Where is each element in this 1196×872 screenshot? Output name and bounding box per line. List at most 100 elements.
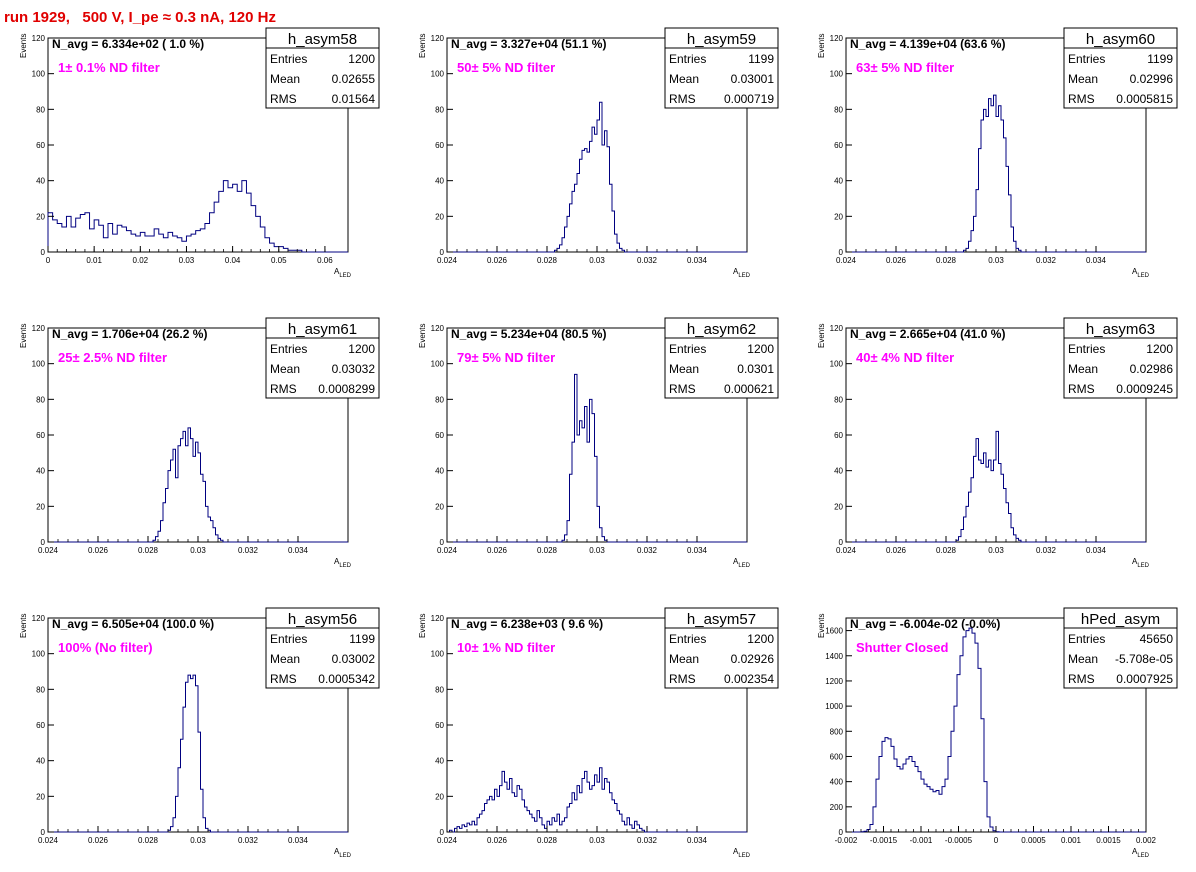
y-tick-label: 100 [431,70,445,79]
stats-key: Mean [1068,72,1098,86]
stats-value: 1200 [348,342,375,356]
stats-box [265,607,380,689]
stats-key: Entries [1068,52,1105,66]
stats-value: 1199 [748,52,774,66]
x-axis-label: ALED [1132,847,1150,859]
x-tick-label: 0.024 [836,256,857,265]
stats-value: 0.02986 [1130,362,1174,376]
stats-key: RMS [669,672,696,686]
stats-value: 0.02996 [1130,72,1174,86]
y-tick-label: 100 [431,360,445,369]
x-tick-label: 0.026 [88,836,109,845]
y-tick-label: 20 [435,502,444,511]
y-axis-label: Events [19,614,28,638]
y-tick-label: 100 [32,360,46,369]
histogram-name: h_asym59 [687,31,756,48]
x-tick-label: 0.032 [637,256,658,265]
y-tick-label: 0 [839,828,844,837]
navg-label: N_avg = 6.505e+04 (100.0 %) [52,617,214,631]
histogram-line [846,430,1146,543]
stats-value: 1199 [349,632,375,646]
histogram-name: h_asym63 [1086,321,1155,338]
x-axis-label: ALED [1132,557,1150,569]
stats-value: -5.708e-05 [1115,652,1173,666]
x-tick-label: 0.034 [687,256,708,265]
y-tick-label: 120 [830,324,844,333]
y-tick-label: 0 [839,538,844,547]
navg-label: N_avg = 1.706e+04 (26.2 %) [52,327,207,341]
y-tick-label: 40 [435,467,444,476]
x-tick-label: 0.028 [537,836,558,845]
y-tick-label: 40 [834,467,843,476]
stats-key: RMS [270,382,297,396]
x-axis-label-sub: LED [339,853,351,859]
x-tick-label: 0.034 [1086,546,1107,555]
histogram-name: h_asym60 [1086,31,1155,48]
x-tick-label: 0.034 [687,836,708,845]
histogram-line [447,373,747,543]
x-axis-label-sub: LED [1137,563,1149,569]
x-tick-label: 0.0005 [1021,836,1046,845]
x-tick-label: 0 [46,256,51,265]
histogram-name: hPed_asym [1081,611,1160,628]
stats-value: 0.0005815 [1116,92,1173,106]
filter-annotation: 79± 5% ND filter [457,350,555,365]
stats-value: 0.0005342 [318,672,375,686]
x-tick-label: 0.032 [1036,256,1057,265]
x-tick-label: 0.001 [1061,836,1082,845]
y-tick-label: 120 [431,614,445,623]
x-axis-label: ALED [334,267,352,279]
run-title: run 1929, 500 V, I_pe ≈ 0.3 nA, 120 Hz [4,9,276,26]
y-tick-label: 80 [36,685,45,694]
stats-key: Mean [270,362,300,376]
filter-annotation: 25± 2.5% ND filter [58,350,167,365]
y-tick-label: 1600 [825,627,843,636]
filter-annotation: 50± 5% ND filter [457,60,555,75]
x-tick-label: 0.026 [886,256,907,265]
y-tick-label: 100 [32,650,46,659]
y-tick-label: 100 [830,70,844,79]
navg-label: N_avg = 3.327e+04 (51.1 %) [451,37,606,51]
y-axis-label: Events [817,614,826,638]
x-tick-label: 0.028 [138,546,159,555]
x-tick-label: 0.03 [988,546,1004,555]
y-tick-label: 40 [36,467,45,476]
stats-box [664,317,779,399]
y-tick-label: 80 [834,395,843,404]
stats-key: RMS [669,92,696,106]
stats-key: Entries [270,342,307,356]
stats-value: 0.0007925 [1116,672,1173,686]
x-tick-label: -0.0015 [870,836,898,845]
filter-annotation: Shutter Closed [856,640,949,655]
stats-key: Mean [1068,362,1098,376]
stats-key: RMS [669,382,696,396]
panel-h_asym62: 0.024 0.026 0.028 0.03 0.032 0.034 0 20 40 60 80 10… [418,317,779,569]
stats-value: 0.000719 [724,92,774,106]
x-tick-label: -0.001 [910,836,933,845]
navg-label: N_avg = 6.238e+03 ( 9.6 %) [451,617,603,631]
y-axis-label: Events [817,34,826,58]
histogram-line [47,180,348,253]
x-axis-label-sub: LED [738,853,750,859]
filter-annotation: 1± 0.1% ND filter [58,60,160,75]
panel-h_asym58: 0 0.01 0.02 0.03 0.04 0.05 0.06 0 20 40 60 80 100 120… [19,27,380,279]
stats-key: Mean [1068,652,1098,666]
x-tick-label: 0.0015 [1096,836,1121,845]
x-tick-label: 0 [994,836,999,845]
x-tick-label: 0.024 [437,836,458,845]
x-tick-label: 0.02 [133,256,149,265]
y-tick-label: 60 [435,141,444,150]
panel-h_asym56: 0.024 0.026 0.028 0.03 0.032 0.034 0 20 40 60 80 10… [19,607,380,859]
x-axis-label-sub: LED [738,563,750,569]
x-axis-label-sub: LED [1137,853,1149,859]
x-tick-label: 0.028 [936,256,957,265]
x-tick-label: 0.032 [637,836,658,845]
x-tick-label: -0.002 [835,836,858,845]
y-tick-label: 0 [839,248,844,257]
x-tick-label: 0.01 [86,256,102,265]
y-tick-label: 0 [440,248,445,257]
stats-key: Entries [1068,632,1105,646]
stats-value: 0.0008299 [318,382,375,396]
stats-value: 0.02926 [731,652,775,666]
